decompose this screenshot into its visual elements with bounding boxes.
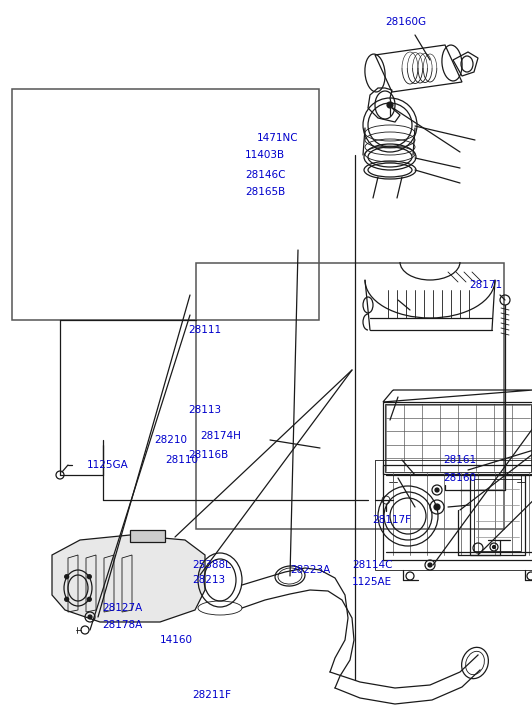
Text: 28111: 28111: [188, 325, 221, 335]
Circle shape: [88, 615, 92, 619]
Text: 1125AE: 1125AE: [352, 577, 392, 587]
Text: 28110: 28110: [165, 455, 198, 465]
Circle shape: [87, 598, 92, 601]
Bar: [375, 460, 532, 570]
Text: 28116B: 28116B: [188, 450, 228, 460]
Circle shape: [87, 574, 92, 579]
Text: 1471NC: 1471NC: [257, 133, 298, 143]
Text: 28113: 28113: [188, 405, 221, 415]
Circle shape: [387, 102, 393, 108]
Text: 28210: 28210: [154, 435, 187, 445]
Text: 14160: 14160: [160, 635, 193, 645]
Bar: [130, 530, 165, 542]
Text: 28161: 28161: [443, 455, 476, 465]
Text: 28114C: 28114C: [352, 560, 393, 570]
Circle shape: [434, 504, 440, 510]
Text: 28174H: 28174H: [200, 431, 241, 441]
Text: 28117F: 28117F: [372, 515, 411, 525]
Circle shape: [435, 488, 439, 492]
Text: 28160: 28160: [443, 473, 476, 483]
Circle shape: [428, 563, 432, 567]
Circle shape: [65, 598, 69, 601]
Text: 28165B: 28165B: [245, 187, 285, 197]
Polygon shape: [52, 535, 205, 622]
Text: 28146C: 28146C: [245, 170, 286, 180]
Bar: [383, 465, 532, 560]
Text: 28223A: 28223A: [290, 565, 330, 575]
Text: 28171: 28171: [469, 280, 502, 290]
Circle shape: [493, 545, 495, 548]
Bar: [474, 479, 521, 551]
Text: 11403B: 11403B: [245, 150, 285, 160]
Bar: [383, 402, 532, 474]
Circle shape: [65, 574, 69, 579]
Bar: [196, 263, 504, 529]
Text: 1125GA: 1125GA: [87, 460, 129, 470]
Text: 28127A: 28127A: [102, 603, 142, 613]
Bar: [385, 404, 531, 472]
Text: 28211F: 28211F: [192, 690, 231, 700]
Text: 28178A: 28178A: [102, 620, 142, 630]
Text: 25388L: 25388L: [192, 560, 231, 570]
Bar: [470, 475, 525, 555]
Text: 28160G: 28160G: [385, 17, 426, 27]
Text: 28213: 28213: [192, 575, 225, 585]
Bar: [12, 89, 319, 320]
